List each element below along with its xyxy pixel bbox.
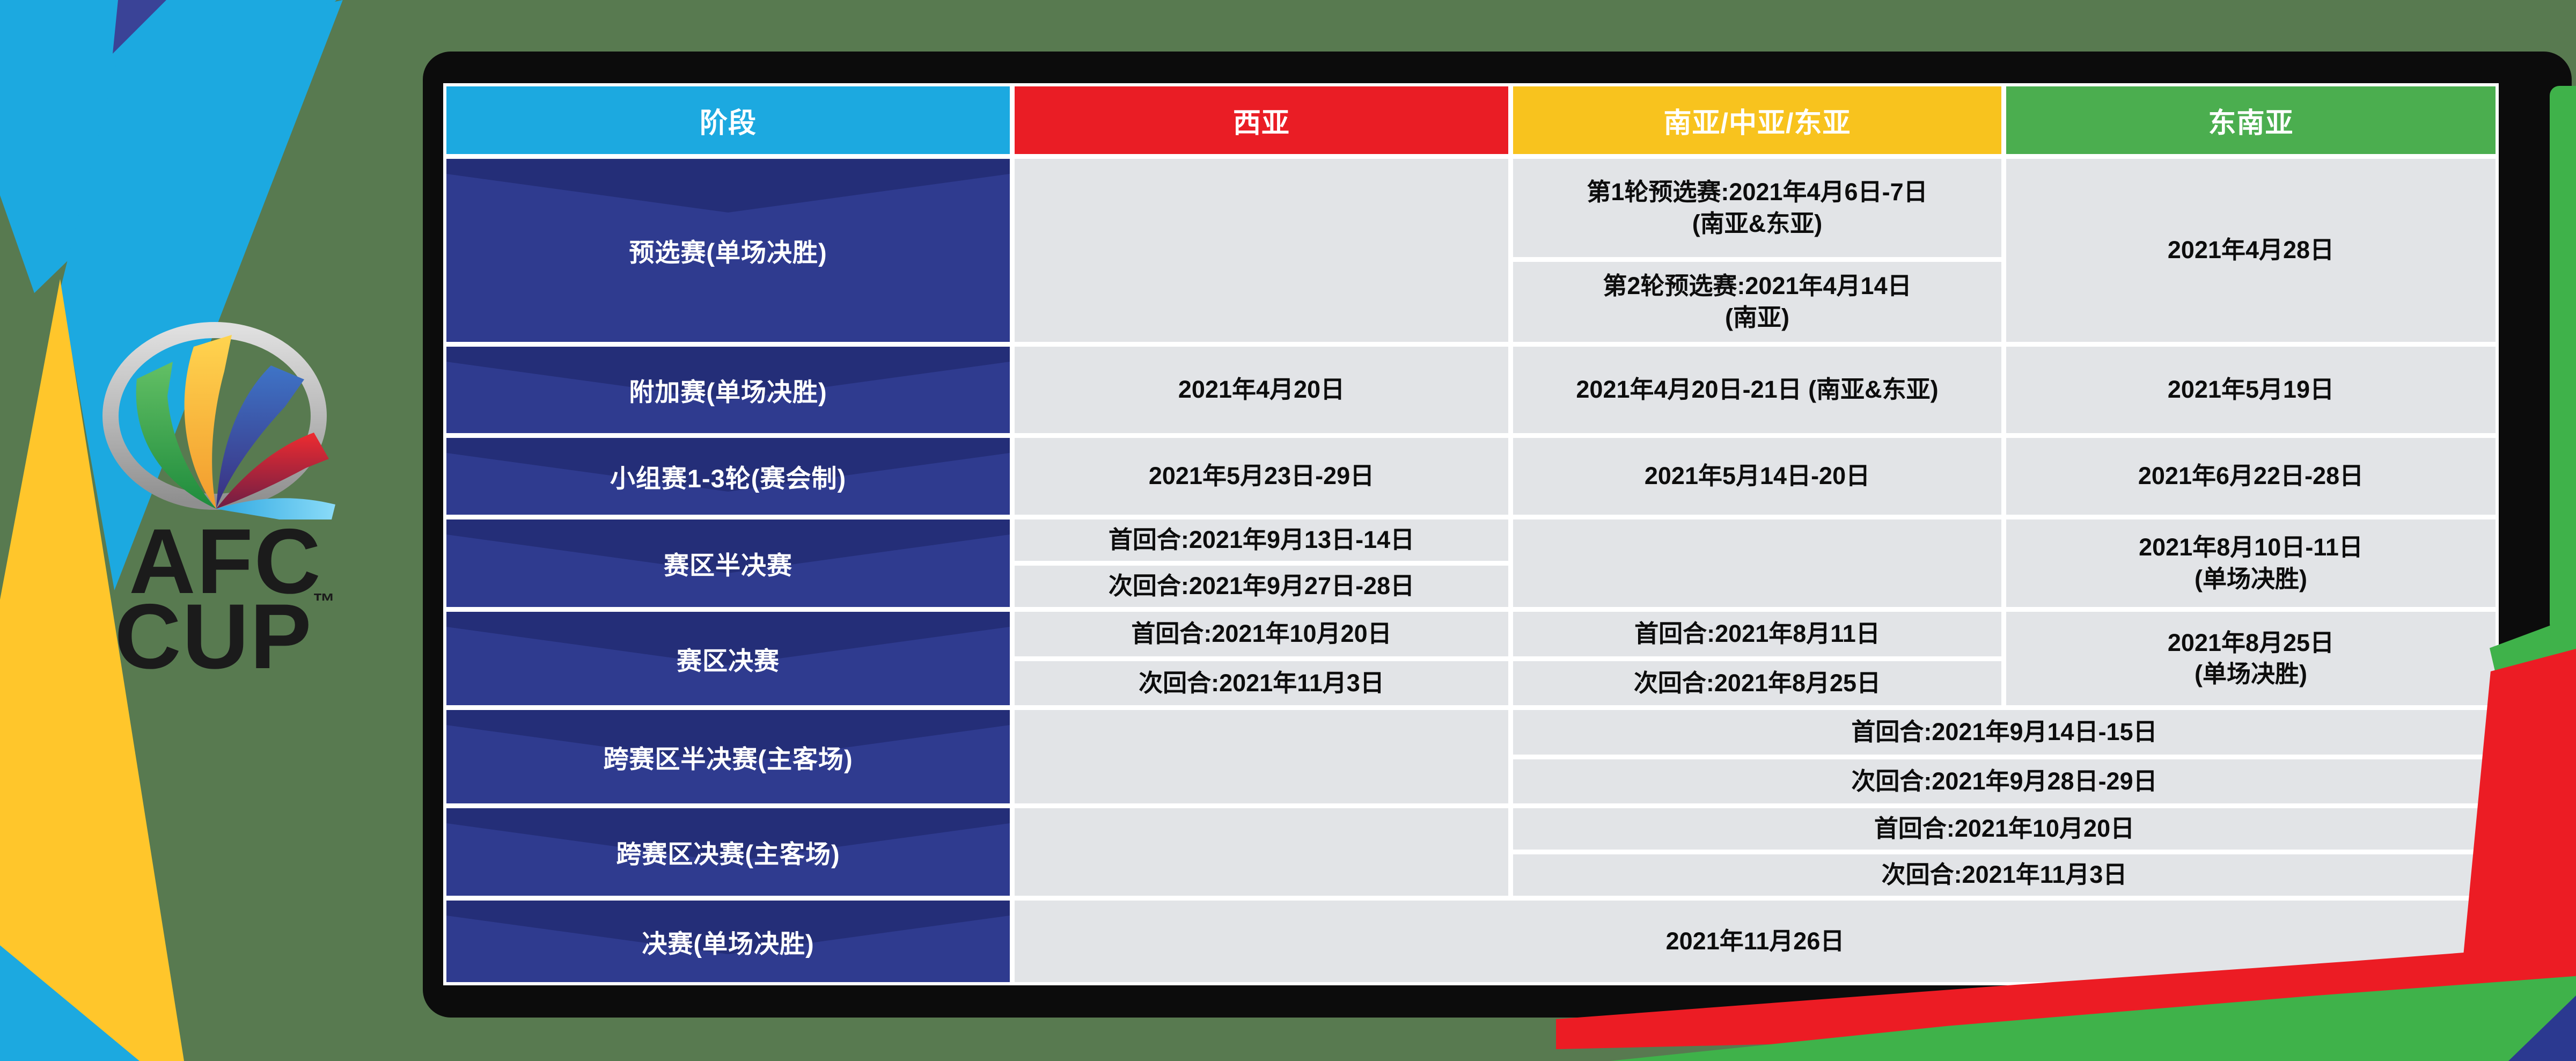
cell-sce-group: 2021年5月14日-20日 [1513,438,2001,515]
cell-west-qualifying-empty [1015,159,1508,342]
logo-text-cup: CUP™ [114,585,336,688]
cell-se-playoff: 2021年5月19日 [2006,347,2496,433]
cell-interzone-semi-leg2: 次回合:2021年9月28日-29日 [1513,759,2496,803]
cell-west-zonal-final-leg2: 次回合:2021年11月3日 [1015,661,1508,705]
stage-final: 决赛(单场决胜) [446,901,1010,982]
cell-west-playoff: 2021年4月20日 [1015,347,1508,433]
cell-west-zonal-semi-leg2: 次回合:2021年9月27日-28日 [1015,566,1508,607]
cell-west-zonal-semi-leg1: 首回合:2021年9月13日-14日 [1015,519,1508,561]
cell-interzone-final-leg1: 首回合:2021年10月20日 [1513,808,2496,850]
cell-west-interzone-final-empty [1015,808,1508,896]
cell-west-group: 2021年5月23日-29日 [1015,438,1508,515]
stage-zonal-semifinal: 赛区半决赛 [446,519,1010,607]
schedule-card: 阶段 西亚 南亚/中亚/东亚 东南亚 预选赛(单场决胜) 附加赛(单场决胜) 小… [423,52,2572,1018]
cell-interzone-final-leg2: 次回合:2021年11月3日 [1513,854,2496,896]
afc-cup-logo-mark [102,322,335,530]
column-header-west-asia: 西亚 [1015,86,1508,154]
schedule-table: 阶段 西亚 南亚/中亚/东亚 东南亚 预选赛(单场决胜) 附加赛(单场决胜) 小… [443,83,2499,985]
column-header-southeast-asia: 东南亚 [2006,86,2496,154]
stage-group: 小组赛1-3轮(赛会制) [446,438,1010,515]
trademark-symbol: ™ [312,589,336,614]
cell-interzone-semi-leg1: 首回合:2021年9月14日-15日 [1513,710,2496,755]
column-header-stage: 阶段 [446,86,1010,154]
cell-sce-qualifying-round2: 第2轮预选赛:2021年4月14日 (南亚) [1513,262,2001,342]
stage-interzone-final: 跨赛区决赛(主客场) [446,808,1010,896]
stage-qualifying: 预选赛(单场决胜) [446,159,1010,342]
cell-sce-zonal-final-leg1: 首回合:2021年8月11日 [1513,612,2001,656]
cell-se-zonal-final: 2021年8月25日 (单场决胜) [2006,612,2496,705]
logo-text-afc: AFC [129,510,322,613]
cell-sce-zonal-semi-empty [1513,519,2001,607]
cell-west-zonal-final-leg1: 首回合:2021年10月20日 [1015,612,1508,656]
cell-final-date: 2021年11月26日 [1015,901,2496,982]
stage-interzone-semifinal: 跨赛区半决赛(主客场) [446,710,1010,803]
stage-playoff: 附加赛(单场决胜) [446,347,1010,433]
cell-sce-zonal-final-leg2: 次回合:2021年8月25日 [1513,661,2001,705]
column-header-south-central-east-asia: 南亚/中亚/东亚 [1513,86,2001,154]
stage-zonal-final: 赛区决赛 [446,612,1010,705]
cell-sce-qualifying-round1: 第1轮预选赛:2021年4月6日-7日 (南亚&东亚) [1513,159,2001,257]
cell-se-group: 2021年6月22日-28日 [2006,438,2496,515]
deco-green-right-strip [2550,86,2576,633]
cell-sce-playoff: 2021年4月20日-21日 (南亚&东亚) [1513,347,2001,433]
afc-cup-logo: AFC CUP™ [99,316,351,683]
cell-se-zonal-semi: 2021年8月10日-11日 (单场决胜) [2006,519,2496,607]
cell-west-interzone-semi-empty [1015,710,1508,803]
cell-se-qualifying: 2021年4月28日 [2006,159,2496,342]
